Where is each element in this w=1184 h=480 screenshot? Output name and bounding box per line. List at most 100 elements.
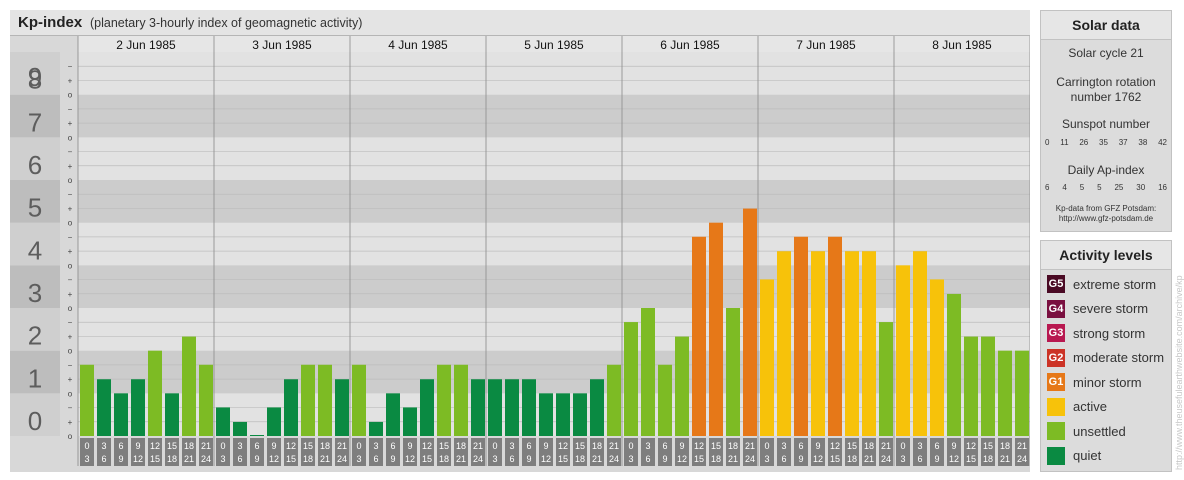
interval-cell <box>352 438 366 466</box>
y-subtick-label: + <box>68 290 73 299</box>
kp-bar <box>709 222 723 436</box>
interval-cell <box>216 438 230 466</box>
interval-cell <box>114 438 128 466</box>
interval-cell <box>182 438 196 466</box>
interval-start-label: 6 <box>254 441 259 451</box>
kp-bar <box>522 379 536 436</box>
interval-end-label: 21 <box>864 454 874 464</box>
interval-end-label: 18 <box>575 454 585 464</box>
interval-cell <box>318 438 332 466</box>
day-label: 4 Jun 1985 <box>388 38 448 52</box>
interval-start-label: 21 <box>201 441 211 451</box>
interval-cell <box>709 438 723 466</box>
y-subtick-label: o <box>68 347 73 356</box>
interval-cell <box>794 438 808 466</box>
sunspot-value: 42 <box>1158 138 1167 147</box>
kp-bar <box>80 364 94 436</box>
interval-cell <box>301 438 315 466</box>
kp-bar <box>386 393 400 436</box>
interval-start-label: 18 <box>864 441 874 451</box>
interval-cell <box>913 438 927 466</box>
interval-end-label: 12 <box>541 454 551 464</box>
interval-end-label: 6 <box>373 454 378 464</box>
interval-end-label: 3 <box>220 454 225 464</box>
y-subtick-label: + <box>68 76 73 85</box>
interval-cell <box>131 438 145 466</box>
interval-cell <box>743 438 757 466</box>
level-label: moderate storm <box>1073 350 1165 365</box>
kp-bar <box>284 379 298 436</box>
interval-cell <box>556 438 570 466</box>
level-label: strong storm <box>1073 325 1146 341</box>
level-swatch: G2 <box>1047 348 1065 367</box>
kp-bar <box>998 350 1012 436</box>
interval-cell <box>760 438 774 466</box>
interval-start-label: 18 <box>320 441 330 451</box>
ap-title: Daily Ap-index <box>1067 163 1145 177</box>
sunspot-value: 37 <box>1118 138 1128 147</box>
kp-bar <box>182 336 196 436</box>
ap-value: 6 <box>1045 183 1050 192</box>
sunspot-value: 11 <box>1060 138 1069 147</box>
solar-cycle: Solar cycle 21 <box>1068 46 1144 60</box>
y-subtick-label: − <box>68 233 73 242</box>
kp-chart-panel: Kp-index (planetary 3-hourly index of ge… <box>10 10 1030 472</box>
carrington-line1: Carrington rotation <box>1056 75 1156 89</box>
y-subtick-label: + <box>68 332 73 341</box>
interval-start-label: 18 <box>728 441 738 451</box>
y-subtick-label: − <box>68 105 73 114</box>
interval-end-label: 18 <box>847 454 857 464</box>
interval-end-label: 9 <box>662 454 667 464</box>
source-line2[interactable]: http://www.gfz-potsdam.de <box>1058 214 1154 223</box>
interval-end-label: 3 <box>492 454 497 464</box>
interval-cell <box>930 438 944 466</box>
kp-bar <box>556 393 570 436</box>
y-subtick-label: + <box>68 162 73 171</box>
interval-start-label: 0 <box>900 441 905 451</box>
interval-cell <box>641 438 655 466</box>
kp-bar <box>794 236 808 436</box>
interval-start-label: 18 <box>456 441 466 451</box>
day-label: 3 Jun 1985 <box>252 38 312 52</box>
y-subtick-label: o <box>68 219 73 228</box>
interval-start-label: 3 <box>101 441 106 451</box>
kp-bar <box>913 251 927 436</box>
interval-end-label: 21 <box>728 454 738 464</box>
interval-start-label: 9 <box>679 441 684 451</box>
interval-end-label: 3 <box>628 454 633 464</box>
interval-cell <box>522 438 536 466</box>
kp-bar <box>301 364 315 436</box>
interval-end-label: 24 <box>881 454 891 464</box>
kp-bar <box>1015 350 1029 436</box>
interval-end-label: 24 <box>337 454 347 464</box>
y-subtick-label: − <box>68 148 73 157</box>
interval-cell <box>437 438 451 466</box>
interval-end-label: 24 <box>609 454 619 464</box>
level-swatch <box>1047 397 1065 416</box>
day-label: 8 Jun 1985 <box>932 38 992 52</box>
interval-start-label: 15 <box>983 441 993 451</box>
interval-start-label: 12 <box>830 441 840 451</box>
interval-end-label: 12 <box>133 454 143 464</box>
interval-end-label: 18 <box>167 454 177 464</box>
kp-bar <box>335 379 349 436</box>
interval-start-label: 9 <box>543 441 548 451</box>
ap-values: 6 4 5 5 25 30 16 <box>1045 183 1167 192</box>
level-label: extreme storm <box>1073 276 1157 292</box>
interval-cell <box>590 438 604 466</box>
interval-end-label: 21 <box>456 454 466 464</box>
y-subtick-label: + <box>68 375 73 384</box>
interval-start-label: 3 <box>509 441 514 451</box>
ap-value: 5 <box>1079 183 1085 192</box>
interval-cell <box>97 438 111 466</box>
interval-start-label: 15 <box>575 441 585 451</box>
sunspot-value: 26 <box>1079 138 1089 147</box>
interval-cell <box>267 438 281 466</box>
interval-start-label: 0 <box>84 441 89 451</box>
activity-level-item: G1 minor storm <box>1047 373 1142 391</box>
kp-bar <box>879 322 893 436</box>
y-tick-label: 5 <box>28 193 42 223</box>
interval-end-label: 12 <box>949 454 959 464</box>
interval-cell <box>80 438 94 466</box>
interval-end-label: 15 <box>558 454 568 464</box>
